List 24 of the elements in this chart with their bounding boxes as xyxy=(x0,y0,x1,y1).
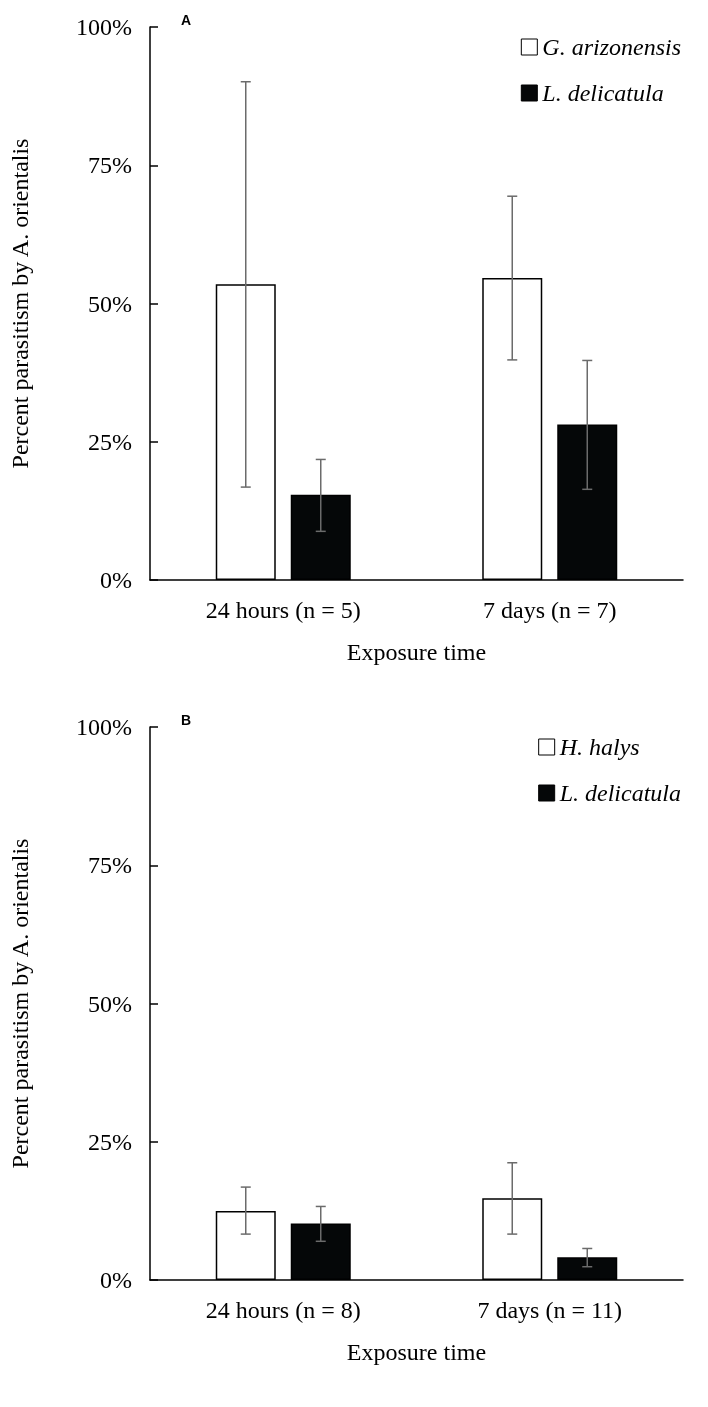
y-tick-label: 100% xyxy=(76,714,132,740)
y-tick-label: 50% xyxy=(88,990,132,1017)
y-tick-label: 50% xyxy=(88,290,132,317)
y-tick-label: 25% xyxy=(88,1128,132,1155)
legend-label: G. arizonensis xyxy=(542,34,682,60)
legend-label: H. halys xyxy=(558,734,640,760)
x-tick-label: 24 hours (n = 5) xyxy=(205,597,361,623)
chart-title: B xyxy=(181,712,192,728)
y-tick-label: 0% xyxy=(100,567,132,593)
x-tick-label: 7 days (n = 11) xyxy=(477,1297,623,1323)
y-tick-label: 75% xyxy=(88,152,132,179)
legend-label: L. delicatula xyxy=(541,80,664,106)
x-tick-label: 7 days (n = 7) xyxy=(482,597,617,623)
y-tick-label: 25% xyxy=(88,428,132,455)
x-tick-label: 24 hours (n = 8) xyxy=(205,1297,361,1323)
y-tick-label: 100% xyxy=(76,14,132,40)
y-axis-title: Percent parasitism by A. orientalis xyxy=(7,138,33,469)
chart-title: A xyxy=(181,12,192,28)
y-tick-label: 0% xyxy=(100,1267,132,1293)
y-tick-label: 75% xyxy=(88,852,132,879)
x-axis-title: Exposure time xyxy=(346,1339,487,1365)
legend-label: L. delicatula xyxy=(558,780,681,806)
x-axis-title: Exposure time xyxy=(346,639,487,665)
y-axis-title: Percent parasitism by A. orientalis xyxy=(7,838,33,1169)
